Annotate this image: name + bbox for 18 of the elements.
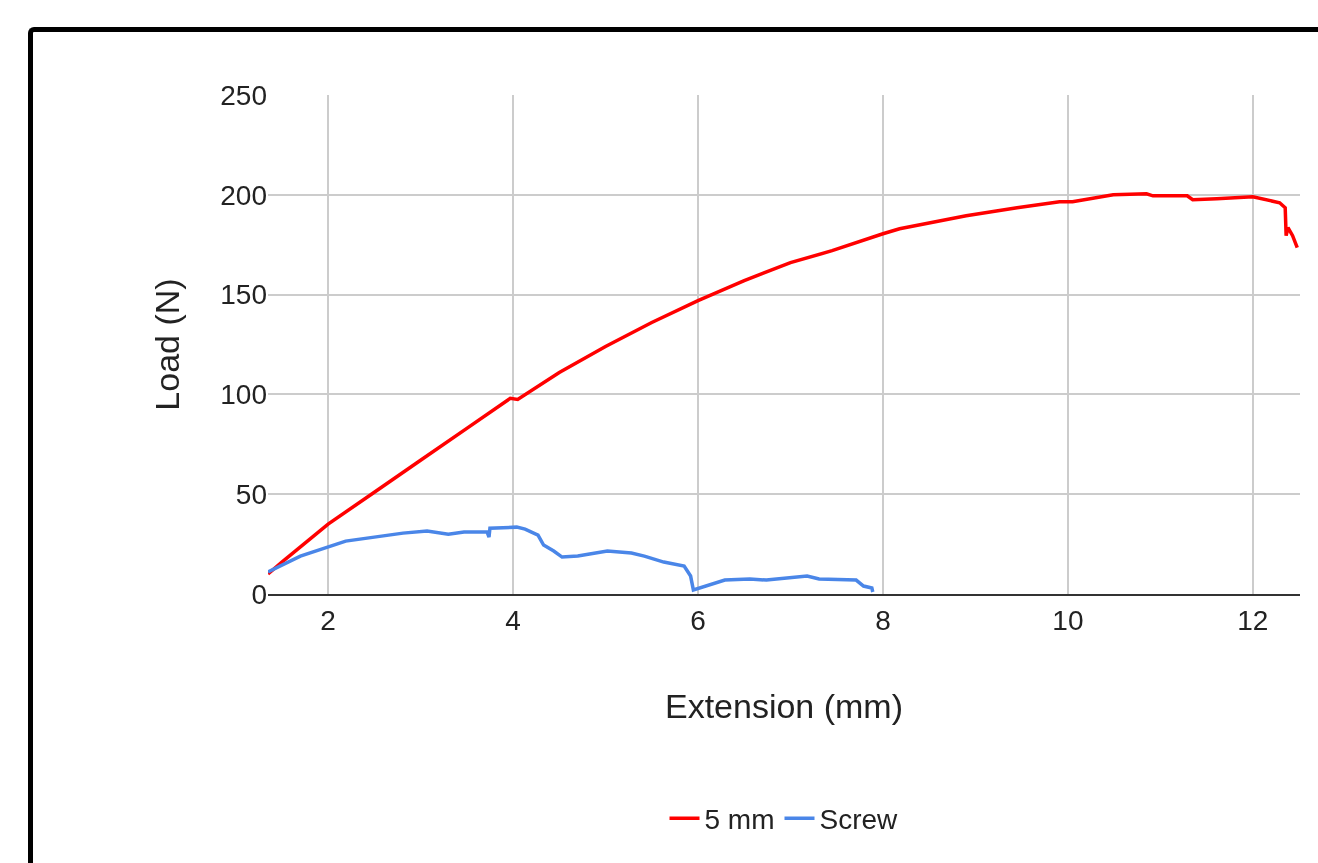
y-tick-label: 250 bbox=[220, 79, 267, 111]
y-tick-label: 50 bbox=[235, 479, 267, 510]
x-tick-label: 12 bbox=[1237, 604, 1269, 636]
y-axis-title: Load (N) bbox=[147, 278, 186, 411]
x-tick-label: 10 bbox=[1052, 604, 1084, 636]
x-axis-title: Extension (mm) bbox=[664, 687, 904, 726]
x-tick-label: 2 bbox=[320, 604, 336, 636]
line-series bbox=[268, 525, 875, 594]
y-tick-label: 150 bbox=[220, 279, 267, 311]
x-tick-label: 6 bbox=[690, 604, 706, 636]
x-tick-label: 4 bbox=[505, 604, 521, 636]
x-tick-label: 8 bbox=[875, 604, 891, 636]
y-tick-label: 100 bbox=[220, 379, 267, 411]
legend-label: 5 mm bbox=[704, 804, 775, 836]
y-tick-label: 200 bbox=[220, 179, 267, 211]
line-series bbox=[268, 192, 1299, 576]
legend-label: Screw bbox=[819, 804, 899, 836]
y-tick-label: 0 bbox=[251, 578, 267, 610]
